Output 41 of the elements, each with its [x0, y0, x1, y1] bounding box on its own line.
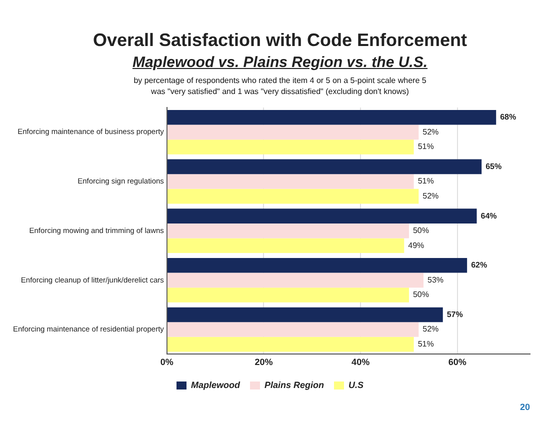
bar: [167, 110, 496, 125]
x-tick-label: 0%: [160, 357, 174, 368]
x-tick-label: 40%: [352, 357, 370, 368]
data-label: 68%: [500, 112, 516, 122]
data-label: 51%: [418, 340, 434, 349]
x-tick-label: 20%: [254, 357, 273, 368]
bar: [167, 272, 424, 288]
data-label: 65%: [486, 162, 502, 171]
bar: [167, 336, 414, 352]
bar: [167, 322, 419, 337]
bar: [167, 288, 409, 302]
bar: [167, 307, 443, 322]
data-label: 50%: [412, 290, 429, 300]
data-label: 51%: [418, 176, 434, 186]
bar: [167, 223, 409, 238]
bar: [167, 140, 414, 154]
data-label: 62%: [471, 260, 488, 270]
data-label: 52%: [422, 324, 439, 334]
bar: [167, 159, 482, 174]
data-label: 57%: [446, 310, 463, 319]
bar: [167, 238, 404, 254]
bar: [167, 124, 419, 140]
data-label: 64%: [480, 211, 497, 220]
bar: [167, 174, 414, 189]
text: 20: [520, 402, 530, 412]
chart-title: Overall Satisfaction with Code Enforcement: [92, 30, 468, 51]
legend-label: U.S: [348, 380, 364, 390]
data-label: 49%: [408, 240, 424, 250]
data-label: 50%: [412, 226, 429, 236]
legend-label: Maplewood: [190, 380, 240, 390]
legend-label: Plains Region: [264, 380, 325, 390]
text: by percentage of respondents who rated the item 4 or 5 on a 5-point scale where 5 was "very satisfied" and 1 was "very dissatisfied" (excluding don't knows): [132, 75, 428, 97]
bar: [167, 188, 419, 204]
data-label: 51%: [418, 142, 434, 152]
data-label: 53%: [427, 275, 444, 284]
data-label: 52%: [422, 127, 439, 136]
bar: [167, 208, 477, 224]
x-tick-label: 60%: [448, 357, 466, 368]
chart-subtitle: Maplewood vs. Plains Region vs. the U.S.: [131, 54, 429, 71]
bar: [167, 258, 468, 273]
data-label: 52%: [422, 192, 439, 201]
